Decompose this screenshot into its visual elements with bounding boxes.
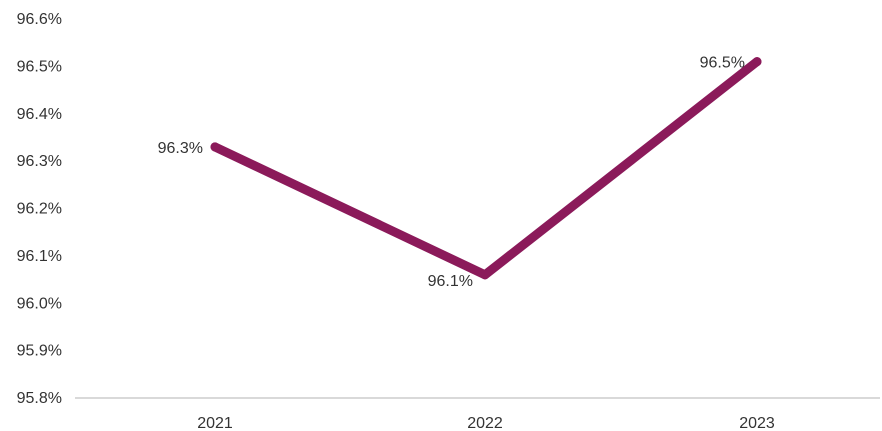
data-point <box>210 142 220 152</box>
y-tick-label: 96.6% <box>17 11 62 28</box>
y-axis-tick-labels: 95.8% 95.9% 96.0% 96.1% 96.2% 96.3% 96.4% 96.5%… <box>17 11 62 407</box>
series-line <box>210 57 762 280</box>
y-tick-label: 96.0% <box>17 295 62 312</box>
y-tick-label: 95.8% <box>17 390 62 407</box>
x-tick-label: 2023 <box>739 415 775 431</box>
data-label: 96.1% <box>428 273 473 290</box>
series-layer <box>210 57 762 280</box>
data-point <box>752 57 762 67</box>
data-labels: 96.3% 96.1% 96.5% <box>158 55 745 290</box>
y-tick-label: 96.1% <box>17 248 62 265</box>
y-tick-label: 95.9% <box>17 343 62 360</box>
y-tick-label: 96.3% <box>17 153 62 170</box>
y-tick-label: 96.2% <box>17 201 62 218</box>
data-point <box>480 270 490 280</box>
data-label: 96.3% <box>158 140 203 157</box>
x-tick-label: 2021 <box>197 415 233 431</box>
y-tick-label: 96.4% <box>17 106 62 123</box>
y-tick-label: 96.5% <box>17 58 62 75</box>
x-axis-tick-labels: 2021 2022 2023 <box>197 415 775 431</box>
data-label: 96.5% <box>700 55 745 72</box>
x-tick-label: 2022 <box>467 415 503 431</box>
